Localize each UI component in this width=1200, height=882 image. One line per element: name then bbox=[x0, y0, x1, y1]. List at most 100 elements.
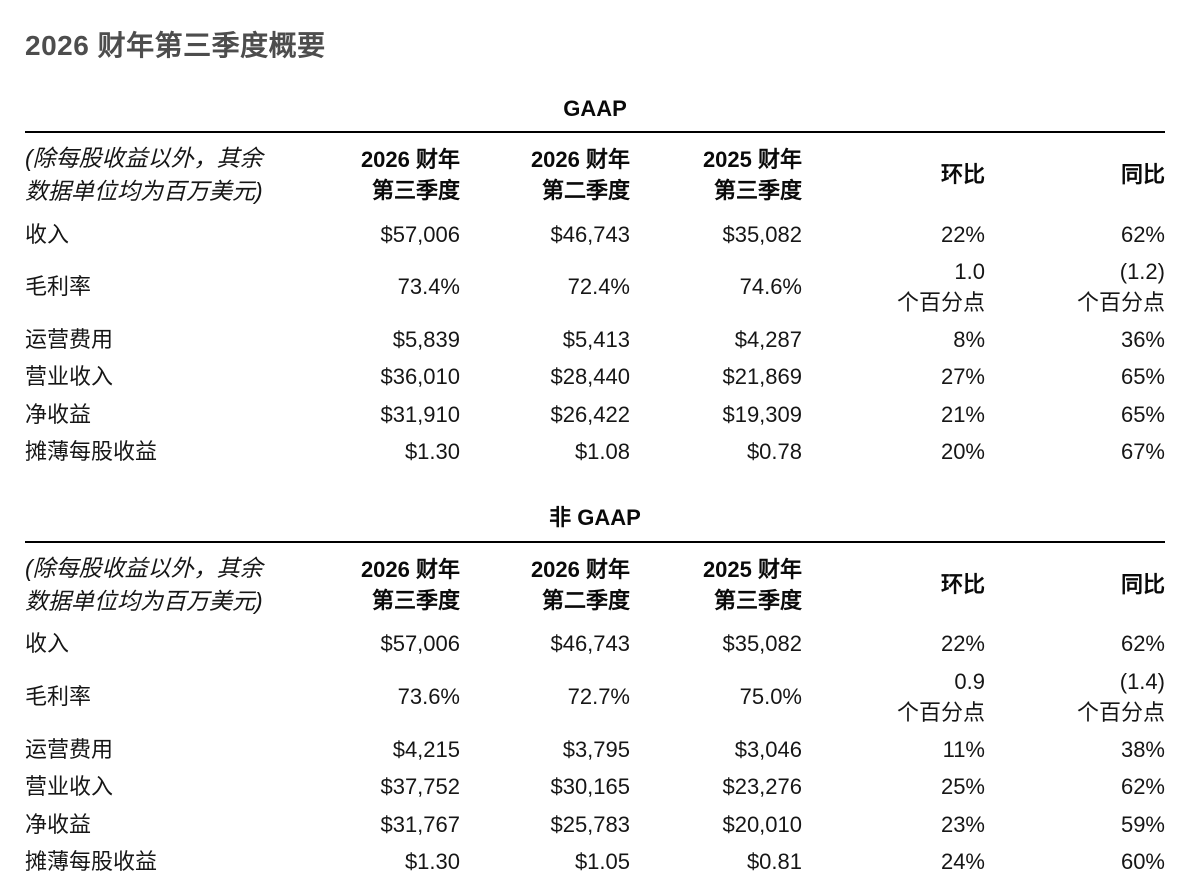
metric-value: 72.7% bbox=[567, 684, 630, 710]
non-gaap-table-caption: 非 GAAP bbox=[549, 505, 641, 531]
metric-label: 运营费用 bbox=[25, 327, 114, 353]
metric-value: 0.9 个百分点 bbox=[896, 668, 985, 725]
metric-value: 74.6% bbox=[739, 274, 802, 300]
metric-label: 营业收入 bbox=[25, 364, 114, 390]
table-row: 营业收入 $36,010 $28,440 $21,869 27% 65% bbox=[25, 358, 1165, 395]
table-row: 摊薄每股收益 $1.30 $1.05 $0.81 24% 60% bbox=[25, 843, 1165, 880]
table-row: 营业收入 $37,752 $30,165 $23,276 25% 62% bbox=[25, 768, 1165, 805]
metric-value: $19,309 bbox=[722, 401, 802, 427]
metric-value: $0.78 bbox=[746, 438, 802, 464]
metric-value: $57,006 bbox=[380, 631, 460, 657]
metric-value: (1.4) 个百分点 bbox=[1076, 668, 1165, 725]
metric-value: $26,422 bbox=[550, 401, 630, 427]
column-header-qoq: 环比 bbox=[940, 572, 985, 598]
metric-label: 收入 bbox=[25, 631, 70, 657]
non-gaap-financial-table: (除每股收益以外，其余 数据单位均为百万美元) 2026 财年 第三季度 202… bbox=[25, 541, 1165, 880]
metric-value: $46,743 bbox=[550, 221, 630, 247]
metric-value: 65% bbox=[1120, 401, 1165, 427]
metric-value: $0.81 bbox=[746, 848, 802, 874]
metric-value: $31,767 bbox=[380, 811, 460, 837]
metric-value: 25% bbox=[940, 774, 985, 800]
metric-value: $4,215 bbox=[392, 737, 460, 763]
metric-value: 60% bbox=[1120, 848, 1165, 874]
gaap-financial-table: (除每股收益以外，其余 数据单位均为百万美元) 2026 财年 第三季度 202… bbox=[25, 131, 1165, 470]
column-header-q3fy26: 2026 财年 第三季度 bbox=[360, 556, 460, 613]
column-header-q2fy26: 2026 财年 第二季度 bbox=[530, 146, 630, 203]
metric-value: 20% bbox=[940, 438, 985, 464]
metric-value: 36% bbox=[1120, 327, 1165, 353]
unit-note: (除每股收益以外，其余 数据单位均为百万美元) bbox=[25, 555, 263, 614]
metric-value: $3,795 bbox=[562, 737, 630, 763]
metric-label: 毛利率 bbox=[25, 684, 92, 710]
metric-value: 1.0 个百分点 bbox=[896, 258, 985, 315]
metric-value: 11% bbox=[942, 737, 985, 763]
metric-value: $35,082 bbox=[722, 631, 802, 657]
metric-value: $1.30 bbox=[404, 438, 460, 464]
header-row: (除每股收益以外，其余 数据单位均为百万美元) 2026 财年 第三季度 202… bbox=[25, 542, 1165, 625]
metric-value: $23,276 bbox=[722, 774, 802, 800]
table-row: 毛利率 73.6% 72.7% 75.0% 0.9 个百分点 (1.4) 个百分… bbox=[25, 663, 1165, 731]
metric-label: 营业收入 bbox=[25, 774, 114, 800]
metric-value: $21,869 bbox=[722, 364, 802, 390]
metric-value: $31,910 bbox=[380, 401, 460, 427]
non-gaap-section: 非 GAAP (除每股收益以外，其余 数据单位均为百万美元) 2026 财年 第… bbox=[25, 500, 1165, 880]
metric-value: 62% bbox=[1120, 774, 1165, 800]
metric-value: 38% bbox=[1120, 737, 1165, 763]
metric-value: 62% bbox=[1120, 631, 1165, 657]
metric-value: 73.6% bbox=[397, 684, 460, 710]
column-header-qoq: 环比 bbox=[940, 162, 985, 188]
metric-value: $36,010 bbox=[380, 364, 460, 390]
metric-value: $46,743 bbox=[550, 631, 630, 657]
metric-value: (1.2) 个百分点 bbox=[1076, 258, 1165, 315]
metric-value: 8% bbox=[953, 327, 985, 353]
column-header-q2fy26: 2026 财年 第二季度 bbox=[530, 556, 630, 613]
metric-value: 75.0% bbox=[739, 684, 802, 710]
table-row: 毛利率 73.4% 72.4% 74.6% 1.0 个百分点 (1.2) 个百分… bbox=[25, 253, 1165, 321]
metric-value: $28,440 bbox=[550, 364, 630, 390]
metric-label: 毛利率 bbox=[25, 274, 92, 300]
metric-value: 72.4% bbox=[567, 274, 630, 300]
metric-label: 收入 bbox=[25, 221, 70, 247]
metric-value: $25,783 bbox=[550, 811, 630, 837]
metric-value: 73.4% bbox=[397, 274, 460, 300]
metric-value: $20,010 bbox=[722, 811, 802, 837]
metric-value: 23% bbox=[940, 811, 985, 837]
metric-value: 24% bbox=[940, 848, 985, 874]
table-row: 运营费用 $4,215 $3,795 $3,046 11% 38% bbox=[25, 731, 1165, 768]
metric-value: 59% bbox=[1120, 811, 1165, 837]
table-row: 摊薄每股收益 $1.30 $1.08 $0.78 20% 67% bbox=[25, 433, 1165, 470]
metric-label: 净收益 bbox=[25, 401, 92, 427]
metric-value: $1.08 bbox=[574, 438, 630, 464]
gaap-section: GAAP (除每股收益以外，其余 数据单位均为百万美元) 2026 财年 第三季… bbox=[25, 96, 1165, 470]
metric-label: 摊薄每股收益 bbox=[25, 848, 158, 874]
gaap-table-caption: GAAP bbox=[563, 96, 627, 122]
table-row: 净收益 $31,910 $26,422 $19,309 21% 65% bbox=[25, 396, 1165, 433]
table-row: 收入 $57,006 $46,743 $35,082 22% 62% bbox=[25, 216, 1165, 253]
table-row: 收入 $57,006 $46,743 $35,082 22% 62% bbox=[25, 625, 1165, 662]
metric-value: $1.30 bbox=[404, 848, 460, 874]
metric-value: 22% bbox=[940, 631, 985, 657]
metric-label: 净收益 bbox=[25, 811, 92, 837]
page-title: 2026 财年第三季度概要 bbox=[25, 30, 326, 61]
metric-value: $37,752 bbox=[380, 774, 460, 800]
metric-value: 65% bbox=[1120, 364, 1165, 390]
metric-label: 运营费用 bbox=[25, 737, 114, 763]
metric-value: 27% bbox=[940, 364, 985, 390]
metric-value: $57,006 bbox=[380, 221, 460, 247]
metric-value: 21% bbox=[940, 401, 985, 427]
metric-label: 摊薄每股收益 bbox=[25, 438, 158, 464]
metric-value: $3,046 bbox=[734, 737, 802, 763]
column-header-q3fy26: 2026 财年 第三季度 bbox=[360, 146, 460, 203]
column-header-yoy: 同比 bbox=[1120, 162, 1165, 188]
table-row: 运营费用 $5,839 $5,413 $4,287 8% 36% bbox=[25, 321, 1165, 358]
table-row: 净收益 $31,767 $25,783 $20,010 23% 59% bbox=[25, 806, 1165, 843]
metric-value: 67% bbox=[1120, 438, 1165, 464]
column-header-q3fy25: 2025 财年 第三季度 bbox=[702, 146, 802, 203]
unit-note: (除每股收益以外，其余 数据单位均为百万美元) bbox=[25, 145, 263, 204]
metric-value: $5,839 bbox=[392, 327, 460, 353]
metric-value: $1.05 bbox=[574, 848, 630, 874]
metric-value: 62% bbox=[1120, 221, 1165, 247]
column-header-yoy: 同比 bbox=[1120, 572, 1165, 598]
header-row: (除每股收益以外，其余 数据单位均为百万美元) 2026 财年 第三季度 202… bbox=[25, 132, 1165, 215]
